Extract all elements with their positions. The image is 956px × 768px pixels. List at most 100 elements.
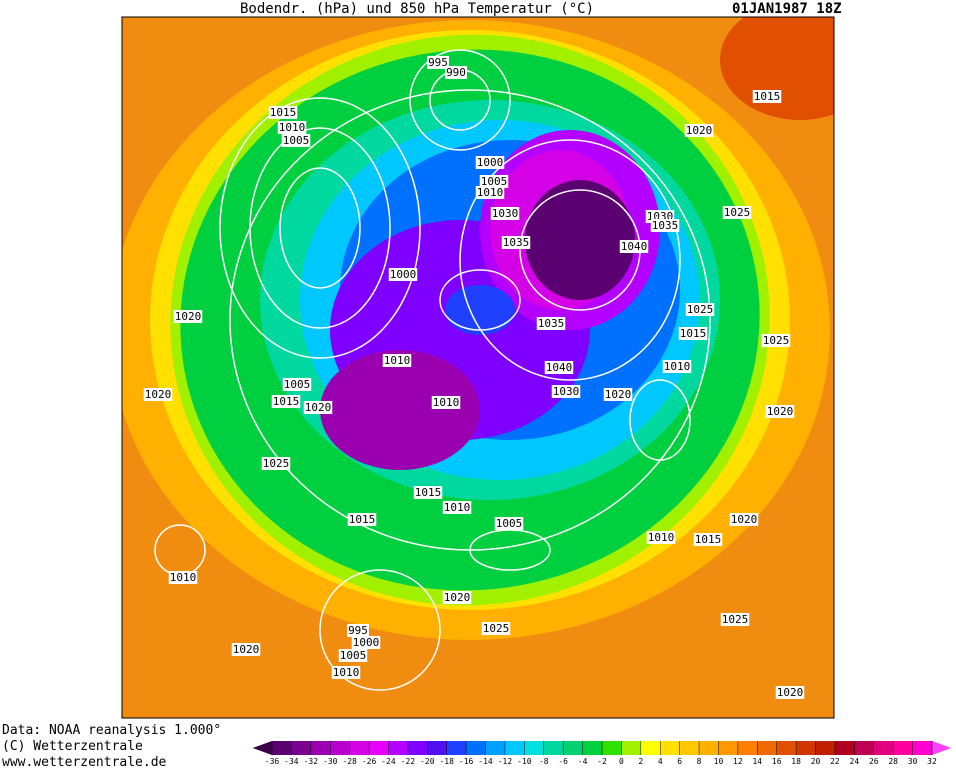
isobar-label: 1015 [695,533,722,546]
isobar-label: 1010 [333,666,360,679]
isobar-label: 1010 [664,360,691,373]
isobar-label: 1030 [553,385,580,398]
colorbar-bin [272,741,292,755]
isobar-label-bg [752,90,782,103]
colorbar-tick-label: 2 [638,757,643,766]
isobar-label: 990 [446,66,466,79]
isobar-label-bg [684,124,714,137]
isobar-label-bg [646,531,676,544]
colorbar-tick-label: 30 [908,757,918,766]
date: 01JAN1987 18Z [732,1,842,17]
isobar-label-bg [761,334,791,347]
isobar-label: 1020 [233,643,260,656]
colorbar-tick-label: 4 [658,757,663,766]
isobar-label: 1025 [724,206,751,219]
isobar-label-bg [544,361,574,374]
colorbar-tick-label: -36 [265,757,280,766]
colorbar-tick-label: -12 [498,757,513,766]
footer-line: (C) Wetterzentrale [2,739,143,754]
isobar-label-bg [347,624,369,637]
isobar-label-bg [693,533,723,546]
isobar-label: 1020 [731,513,758,526]
isobar-label-bg [173,310,203,323]
colorbar-tick-label: -18 [439,757,454,766]
colorbar-tick-label: 20 [811,757,821,766]
isobar-label: 1030 [492,207,519,220]
isobar-label-bg [143,388,173,401]
isobar-label: 1010 [279,121,306,134]
colorbar-bin [796,741,816,755]
footer-line: www.wetterzentrale.de [2,755,167,768]
isobar-label: 1015 [349,513,376,526]
colorbar-tick-label: 12 [733,757,743,766]
isobar-label-bg [271,395,301,408]
isobar-label: 1020 [305,401,332,414]
colorbar-tick-label: 26 [869,757,879,766]
colorbar-tick-label: -10 [517,757,532,766]
isobar-label: 1015 [754,90,781,103]
isobar-label: 1025 [263,457,290,470]
isobar-label-bg [338,649,368,662]
isobar-label: 1040 [546,361,573,374]
isobar-label: 1010 [477,186,504,199]
colorbar-tick-label: -26 [362,757,377,766]
isobar-label-bg [720,613,750,626]
colorbar-bin [699,741,719,755]
isobar-label-bg [479,175,509,188]
isobar-label-bg [442,591,472,604]
isobar-label-bg [490,207,520,220]
isobar-label: 1010 [444,501,471,514]
isobar-label: 1035 [652,219,679,232]
colorbar-bin [602,741,622,755]
isobar-label-bg [685,303,715,316]
isobar-label: 1025 [763,334,790,347]
isobar-label: 1025 [722,613,749,626]
colorbar-bin [893,741,913,755]
isobar-label: 1015 [680,327,707,340]
isobar-label-bg [427,56,449,69]
colorbar-tick-label: 14 [752,757,762,766]
colorbar-tick-label: 16 [772,757,782,766]
isobar-label: 1020 [175,310,202,323]
isobar-label: 1025 [483,622,510,635]
colorbar-tick-label: 22 [830,757,840,766]
isobar-label-bg [382,354,412,367]
colorbar-tick-label: -28 [342,757,357,766]
isobar-label: 1005 [481,175,508,188]
colorbar-bin [485,741,505,755]
isobar-label-bg [722,206,752,219]
isobar-label: 1000 [477,156,504,169]
colorbar-bin [718,741,738,755]
colorbar-tick-label: -8 [539,757,549,766]
footer-line: Data: NOAA reanalysis 1.000° [2,723,221,738]
colorbar-tick-label: 6 [677,757,682,766]
isobar-label-bg [388,268,418,281]
colorbar-bin [446,741,467,755]
isobar-label: 1020 [145,388,172,401]
isobar-label-bg [650,219,680,232]
colorbar-tick-label: 0 [619,757,624,766]
colorbar-bin [757,741,777,755]
isobar-label: 1020 [767,405,794,418]
colorbar-tick-label: 24 [850,757,860,766]
isobar-label: 1015 [270,106,297,119]
colorbar-bin [582,741,602,755]
colorbar-bin [543,741,564,755]
colorbar-bin [873,741,894,755]
colorbar-bin [563,741,583,755]
isobar-label: 1035 [538,317,565,330]
colorbar-tick-label: -34 [284,757,299,766]
isobar-label-bg [347,513,377,526]
isobar-label-bg [678,327,708,340]
isobar-label: 1015 [273,395,300,408]
isobar-label-bg [282,378,312,391]
isobar-label-bg [303,401,333,414]
colorbar-tick-label: 10 [714,757,724,766]
colorbar-tick-label: -4 [578,757,588,766]
isobar-label-bg [431,396,461,409]
colorbar-bin [388,741,408,755]
isobar-label-bg [168,571,198,584]
isobar-label: 1010 [170,571,197,584]
colorbar-bin [621,741,641,755]
